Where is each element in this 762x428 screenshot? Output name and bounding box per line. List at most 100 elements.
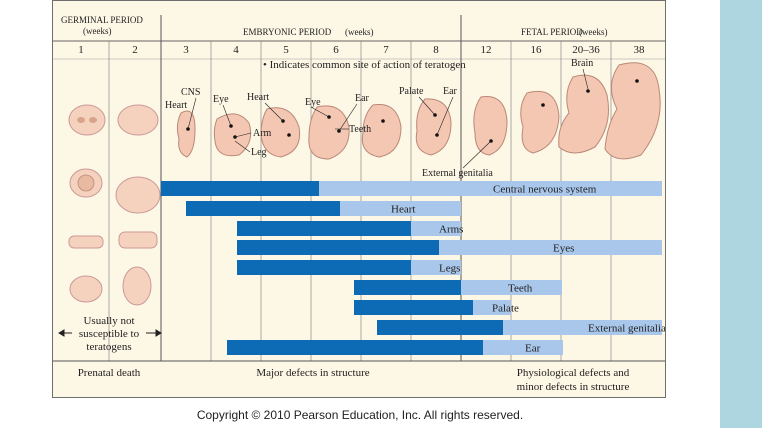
week-label: 12 [481,44,492,56]
week-labels: 1 2 3 4 5 6 7 8 12 16 20–36 38 [78,44,645,56]
embryo-week4 [213,113,252,157]
week-label: 16 [531,44,543,56]
zygote-nucleus-a [77,117,85,123]
week2-strip [118,231,158,249]
fetal-period-unit: (weeks) [579,27,608,37]
teratogen-site-dot [586,89,590,93]
embryo-week7 [361,103,402,158]
arrow-left-head [58,329,65,337]
organ-label-ear: Ear [443,86,458,97]
teratogen-chart: GERMINAL PERIOD (weeks) EMBRYONIC PERIOD… [53,15,666,393]
fetus-week12 [473,96,508,156]
germinal-period-title: GERMINAL PERIOD [61,15,143,25]
embryo-week3 [176,110,196,158]
germinal-period-unit: (weeks) [83,26,112,36]
bar-major-segment [227,340,483,355]
leader-line [436,96,454,136]
bar-minor-segment [340,201,461,216]
leader-line [338,103,358,132]
fetus-week16 [520,91,560,154]
bar-minor-segment [439,240,662,255]
embryo-week6 [308,105,350,160]
embryo-illustrations [176,62,661,160]
leader-line [264,102,284,122]
footer-minor-defects-line-1: Physiological defects and [517,367,630,379]
germinal-stage-illustrations [68,104,161,306]
fetus-week38 [604,62,661,160]
bar-minor-segment [411,221,461,236]
bar-label: Central nervous system [493,184,597,196]
not-susceptible-note: Usually not susceptible to teratogens [79,315,140,353]
organ-label-cns: CNS [181,87,200,98]
teratogen-site-dot [635,79,639,83]
organ-label-external-genitalia: External genitalia [422,168,493,179]
week2-embryo-1 [117,104,159,136]
leader-line [462,140,492,169]
bar-major-segment [237,260,411,275]
label-leader-lines [187,68,589,169]
early-embryo-disc [69,275,103,303]
bar-major-segment [377,320,503,335]
fetal-period-title: FETAL PERIOD [521,27,583,37]
zygote-cell-1 [68,104,106,136]
blastocyst-inner [77,174,95,192]
bar-major-segment [354,280,461,295]
bar-minor-segment [483,340,563,355]
leader-line [234,132,252,138]
week-label: 4 [233,44,239,56]
bar-label: Palate [492,303,519,315]
organ-label-eye: Eye [213,94,229,105]
implantation-strip [68,235,104,249]
organ-label-arm: Arm [253,128,272,139]
not-susceptible-arrows [58,329,162,337]
leader-line [222,104,232,127]
footer-prenatal-death: Prenatal death [78,367,141,379]
bar-minor-segment [411,260,461,275]
organ-label-teeth: Teeth [349,124,371,135]
week2-embryonic-disc [122,266,152,306]
bar-major-segment [186,201,340,216]
leader-line [187,97,197,130]
bar-label: Eyes [553,243,574,255]
leader-line [418,96,436,116]
right-margin-bar [720,0,762,428]
arrow-right-head [155,329,162,337]
organ-label-heart: Heart [247,92,269,103]
bar-minor-segment [461,280,562,295]
week-label: 38 [634,44,646,56]
copyright-notice: Copyright © 2010 Pearson Education, Inc.… [196,408,524,422]
organ-label-eye: Eye [305,97,321,108]
week2-embryo-2 [115,176,161,214]
embryonic-period-unit: (weeks) [345,27,374,37]
week-label: 1 [78,44,84,56]
bar-label: Heart [391,204,415,216]
teratogen-chart-panel: GERMINAL PERIOD (weeks) EMBRYONIC PERIOD… [52,0,666,398]
bar-minor-segment [473,300,511,315]
bar-minor-segment [319,181,662,196]
bar-label: Ear [525,343,541,355]
not-susceptible-line-3: teratogens [86,341,131,353]
bar-label: Teeth [508,283,533,295]
not-susceptible-line-1: Usually not [83,315,134,327]
bar-major-segment [354,300,473,315]
organ-labels: CNS Heart Eye Heart Arm Leg Eye Ear Teet… [165,58,593,179]
bar-label: External genitalia [588,323,666,335]
bar-major-segment [237,240,439,255]
footer-minor-defects-line-2: minor defects in structure [517,381,630,393]
bar-minor-segment [503,320,662,335]
leader-line [582,68,589,90]
not-susceptible-line-2: susceptible to [79,328,140,340]
fetus-week20-36 [558,74,609,154]
leader-line [310,106,330,118]
bar-label: Arms [439,224,463,236]
organ-label-ear: Ear [355,93,370,104]
organ-label-palate: Palate [399,86,424,97]
bar-major-segment [237,221,411,236]
bar-major-segment [161,181,319,196]
embryonic-period-title: EMBRYONIC PERIOD [243,27,332,37]
bar-label: Legs [439,263,460,275]
week-label: 2 [132,44,138,56]
teratogen-site-dot [381,119,385,123]
week-label: 5 [283,44,289,56]
teratogen-indicator-note: • Indicates common site of action of ter… [263,59,466,71]
